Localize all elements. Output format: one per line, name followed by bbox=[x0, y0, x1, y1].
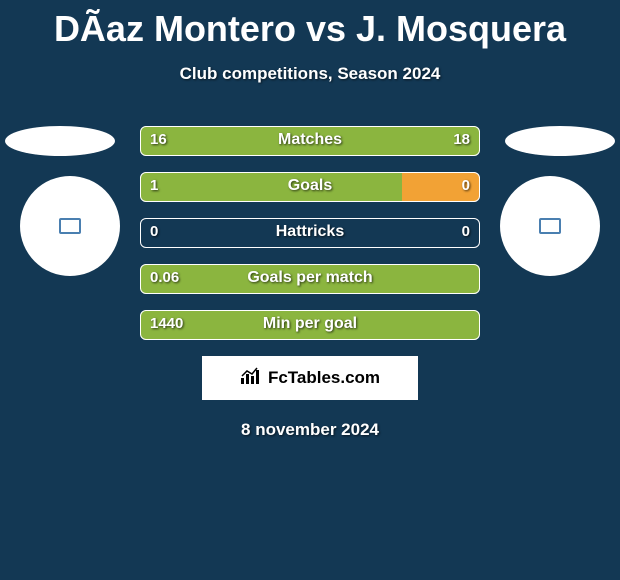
stat-row-matches: 16 Matches 18 bbox=[140, 126, 480, 156]
subtitle: Club competitions, Season 2024 bbox=[0, 64, 620, 84]
stat-right-value: 0 bbox=[462, 177, 470, 194]
stat-label: Goals per match bbox=[140, 269, 480, 287]
stat-right-value: 0 bbox=[462, 223, 470, 240]
team-left-icon bbox=[59, 218, 81, 234]
player-right-badge bbox=[500, 176, 600, 276]
stat-row-hattricks: 0 Hattricks 0 bbox=[140, 218, 480, 248]
stat-label: Hattricks bbox=[140, 223, 480, 241]
date-text: 8 november 2024 bbox=[0, 420, 620, 440]
stat-label: Min per goal bbox=[140, 315, 480, 333]
stat-row-min-per-goal: 1440 Min per goal bbox=[140, 310, 480, 340]
player-left-ellipse bbox=[5, 126, 115, 156]
stat-row-goals: 1 Goals 0 bbox=[140, 172, 480, 202]
brand-chart-icon bbox=[240, 367, 262, 390]
page-title: DÃ­az Montero vs J. Mosquera bbox=[0, 0, 620, 50]
brand-text: FcTables.com bbox=[268, 368, 380, 388]
stat-row-goals-per-match: 0.06 Goals per match bbox=[140, 264, 480, 294]
brand-box[interactable]: FcTables.com bbox=[202, 356, 418, 400]
stat-bars: 16 Matches 18 1 Goals 0 0 Hattricks 0 bbox=[140, 126, 480, 340]
team-right-icon bbox=[539, 218, 561, 234]
player-right-ellipse bbox=[505, 126, 615, 156]
stat-label: Matches bbox=[140, 131, 480, 149]
stat-label: Goals bbox=[140, 177, 480, 195]
comparison-area: 16 Matches 18 1 Goals 0 0 Hattricks 0 bbox=[0, 126, 620, 340]
stat-right-value: 18 bbox=[453, 131, 470, 148]
player-left-badge bbox=[20, 176, 120, 276]
